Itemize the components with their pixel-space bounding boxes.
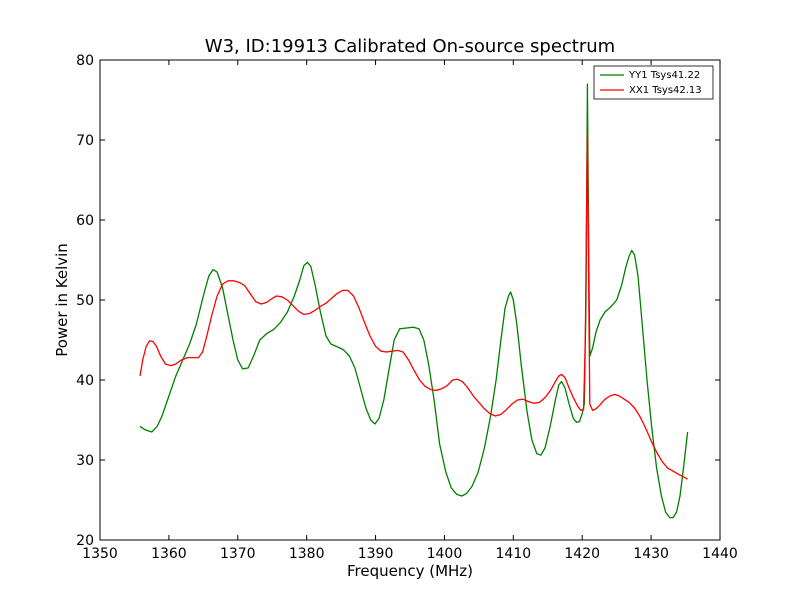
y-tick-label: 70 bbox=[76, 133, 94, 149]
y-axis: 20 30 40 50 60 70 80 bbox=[76, 53, 720, 549]
y-tick-label: 50 bbox=[76, 293, 94, 309]
x-tick-label: 1400 bbox=[427, 546, 463, 562]
x-tick-label: 1410 bbox=[496, 546, 532, 562]
legend-label-xx1: XX1 Tsys42.13 bbox=[629, 85, 702, 96]
x-tick-label: 1420 bbox=[564, 546, 600, 562]
y-tick-label: 60 bbox=[76, 213, 94, 229]
legend: YY1 Tsys41.22 XX1 Tsys42.13 bbox=[593, 65, 714, 100]
legend-label-yy1: YY1 Tsys41.22 bbox=[628, 70, 700, 81]
x-axis: 1350 1360 1370 1380 1390 1400 1410 1420 1430 1440 bbox=[82, 60, 738, 562]
x-tick-label: 1440 bbox=[702, 546, 738, 562]
y-tick-label: 80 bbox=[76, 53, 94, 69]
x-axis-label: Frequency (MHz) bbox=[347, 562, 473, 580]
chart-title: W3, ID:19913 Calibrated On-source spectr… bbox=[205, 36, 615, 57]
series-line-xx1 bbox=[139, 131, 688, 480]
x-tick-label: 1370 bbox=[220, 546, 256, 562]
y-tick-label: 20 bbox=[76, 533, 94, 549]
x-tick-label: 1360 bbox=[151, 546, 187, 562]
x-tick-label: 1380 bbox=[289, 546, 325, 562]
series-line-yy1 bbox=[139, 83, 689, 519]
y-tick-label: 40 bbox=[76, 373, 94, 389]
x-tick-label: 1430 bbox=[633, 546, 669, 562]
x-tick-label: 1390 bbox=[358, 546, 394, 562]
x-tick-label: 1350 bbox=[82, 546, 118, 562]
y-tick-label: 30 bbox=[76, 453, 94, 469]
legend-box bbox=[593, 65, 714, 100]
y-axis-label: Power in Kelvin bbox=[53, 243, 71, 357]
series-layer bbox=[139, 83, 689, 519]
